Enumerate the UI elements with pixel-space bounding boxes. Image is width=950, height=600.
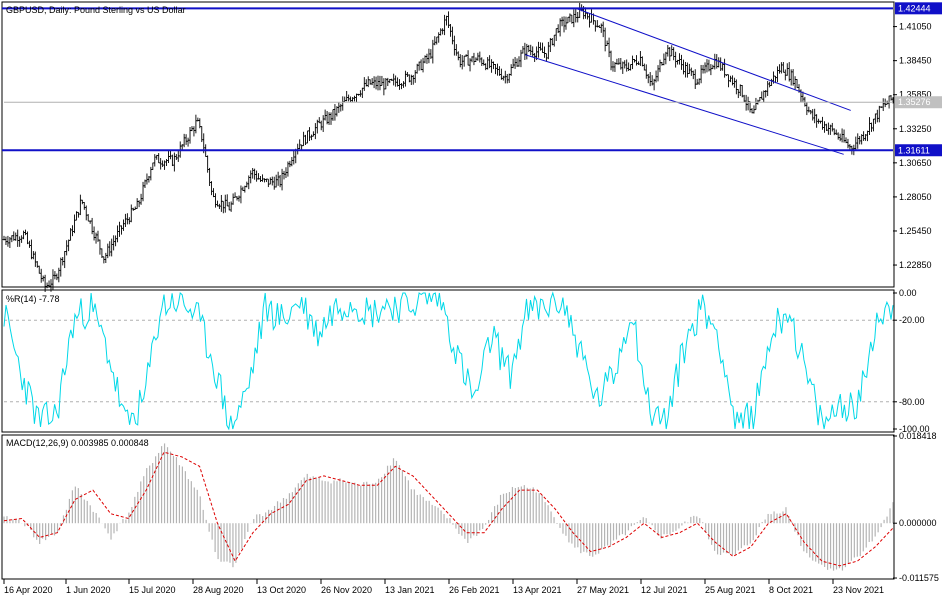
chart-title: GBPUSD, Daily: Pound Sterling vs US Doll… — [6, 5, 186, 15]
williams-r-panel[interactable] — [1, 289, 895, 433]
macd-tick-label: 0.018418 — [899, 431, 937, 441]
williams-r-tick-label: -20.00 — [899, 315, 925, 325]
price-tick-label: 1.41050 — [899, 22, 932, 32]
price-tick-label: 1.35850 — [899, 90, 932, 100]
williams-r-layer — [3, 291, 894, 431]
price-tick-label: 1.28050 — [899, 192, 932, 202]
price-tick-label: 1.30650 — [899, 158, 932, 168]
level-tag-bg — [895, 144, 942, 157]
level-tag-label: 1.31611 — [898, 145, 930, 155]
macd-layer — [3, 443, 894, 571]
price-tick-label: 1.33250 — [899, 124, 932, 134]
x-tick-label: 28 Aug 2020 — [193, 585, 244, 595]
x-tick-label: 12 Jul 2021 — [641, 585, 688, 595]
price-tick-label: 1.25450 — [899, 226, 932, 236]
williams-r-line — [3, 291, 894, 431]
level-tag-label: 1.42444 — [898, 3, 931, 13]
williams-r-tick-label: -80.00 — [899, 397, 925, 407]
williams-r-label: %R(14) -7.78 — [6, 294, 60, 304]
macd-panel[interactable] — [1, 434, 895, 580]
axis-layer: 1.41050 1.38450 1.35850 1.33250 1.30650 1.280… — [3, 2, 942, 595]
williams-r-tick-label: 0.00 — [899, 288, 917, 298]
x-tick-label: 1 Jun 2020 — [66, 585, 111, 595]
price-panel[interactable] — [1, 1, 895, 288]
x-tick-label: 15 Jul 2020 — [129, 585, 176, 595]
x-tick-label: 26 Feb 2021 — [449, 585, 500, 595]
x-tick-label: 13 Jan 2021 — [385, 585, 435, 595]
x-tick-label: 16 Apr 2020 — [4, 585, 53, 595]
x-tick-label: 27 May 2021 — [577, 585, 629, 595]
x-tick-label: 26 Nov 2020 — [321, 585, 372, 595]
level-tag-bg — [895, 2, 942, 15]
x-tick-label: 8 Oct 2021 — [769, 585, 813, 595]
x-tick-label: 23 Nov 2021 — [833, 585, 884, 595]
price-tick-label: 1.38450 — [899, 56, 932, 66]
macd-label: MACD(12,26,9) 0.003985 0.000848 — [6, 438, 149, 448]
x-tick-label: 13 Oct 2020 — [257, 585, 306, 595]
trend-channel-line-1 — [575, 7, 851, 111]
macd-signal-line — [3, 451, 894, 567]
macd-tick-label: 0.000000 — [899, 518, 937, 528]
price-bars-layer — [2, 2, 895, 292]
price-tick-label: 1.22850 — [899, 260, 932, 270]
macd-tick-label: -0.011575 — [899, 573, 939, 583]
x-tick-label: 13 Apr 2021 — [513, 585, 562, 595]
current-price-tag-bg — [895, 96, 942, 109]
x-tick-label: 25 Aug 2021 — [705, 585, 756, 595]
trend-channel-line-2 — [525, 54, 844, 155]
williams-r-tick-label: -100.00 — [899, 424, 930, 434]
current-price-tag-label: 1.35276 — [898, 97, 931, 107]
